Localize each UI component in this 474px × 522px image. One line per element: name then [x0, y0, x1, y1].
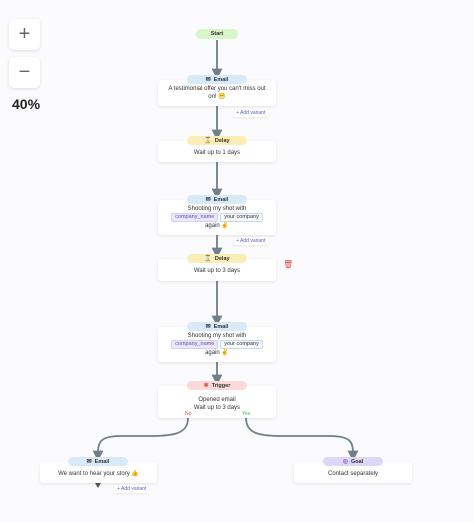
email-3-line1: Shooting my shot with — [187, 333, 247, 339]
goal-badge-label: Goal — [351, 458, 364, 465]
goal-node[interactable]: Contact separately — [294, 462, 412, 483]
email-3-line3: again ✌ — [205, 350, 229, 356]
envelope-icon: ✉ — [205, 76, 211, 83]
envelope-icon: ✉ — [205, 196, 211, 203]
add-variant-button-1[interactable]: + Add variant — [233, 109, 269, 117]
email-2-badge-label: Email — [213, 196, 229, 203]
zoom-in-button[interactable]: + — [9, 19, 40, 50]
envelope-icon: ✉ — [205, 323, 211, 330]
edge-trigger-no — [92, 417, 189, 462]
start-node[interactable]: Start — [196, 29, 238, 39]
branch-yes-label: Yes — [242, 411, 251, 417]
delay-1-badge: ⌛ Delay — [187, 136, 247, 145]
trigger-badge-label: Trigger — [211, 382, 231, 389]
email-1-badge-label: Email — [213, 76, 229, 83]
email-1-subject: A testimonial offer you can't miss out o… — [168, 86, 266, 100]
trigger-line2: Wait up to 3 days — [193, 404, 241, 411]
envelope-icon: ✉ — [86, 458, 92, 465]
email-4-badge: ✉ Email — [68, 457, 128, 466]
zoom-level: 40% — [12, 96, 41, 112]
email-node-2[interactable]: Shooting my shot with company_name your c… — [158, 200, 276, 235]
fallback-value: your company — [220, 340, 263, 349]
email-node-1[interactable]: A testimonial offer you can't miss out o… — [158, 80, 276, 106]
hourglass-icon: ⌛ — [204, 137, 212, 144]
add-variant-button-2[interactable]: + Add variant — [233, 237, 269, 245]
email-node-4[interactable]: We want to hear your story 👍 — [40, 462, 157, 483]
email-1-badge: ✉ Email — [187, 75, 247, 84]
email-3-badge-label: Email — [213, 323, 229, 330]
email4-chevron — [95, 483, 101, 488]
delay-2-text: Wait up to 3 days — [193, 268, 241, 274]
start-label: Start — [210, 31, 224, 37]
delay-2-badge: ⌛ Delay — [187, 254, 247, 263]
email-2-line3: again ✌ — [205, 223, 229, 229]
email-2-badge: ✉ Email — [187, 195, 247, 204]
trigger-node[interactable]: Opened email Wait up to 3 days — [158, 386, 276, 418]
trigger-line1: Opened email — [198, 396, 236, 403]
fallback-value: your company — [220, 213, 263, 222]
delay-node-1[interactable]: Wait up to 1 days — [158, 141, 276, 162]
delay-1-badge-label: Delay — [214, 137, 230, 144]
email-3-badge: ✉ Email — [187, 322, 247, 331]
email-2-line1: Shooting my shot with — [187, 206, 247, 212]
goal-badge: ◎ Goal — [323, 457, 383, 466]
delay-2-badge-label: Delay — [214, 255, 230, 262]
goal-text: Contact separately — [327, 470, 379, 477]
company-name-variable: company_name — [171, 340, 219, 349]
zoom-out-button[interactable]: − — [9, 57, 40, 88]
add-variant-button-4[interactable]: + Add variant — [114, 485, 150, 493]
hourglass-icon: ⌛ — [204, 255, 212, 262]
email-node-3[interactable]: Shooting my shot with company_name your c… — [158, 327, 276, 362]
trash-icon[interactable]: 🗑 — [283, 260, 294, 269]
delay-node-2[interactable]: Wait up to 3 days — [158, 259, 276, 281]
trigger-badge: ✱ Trigger — [187, 381, 247, 390]
email-4-badge-label: Email — [94, 458, 110, 465]
branch-no-label: No — [185, 411, 192, 417]
target-icon: ◎ — [342, 458, 348, 465]
email-4-subject: We want to hear your story 👍 — [58, 470, 139, 477]
lightning-icon: ✱ — [203, 382, 209, 389]
delay-1-text: Wait up to 1 days — [193, 149, 241, 156]
edge-trigger-yes — [245, 417, 359, 462]
company-name-variable: company_name — [171, 213, 219, 222]
